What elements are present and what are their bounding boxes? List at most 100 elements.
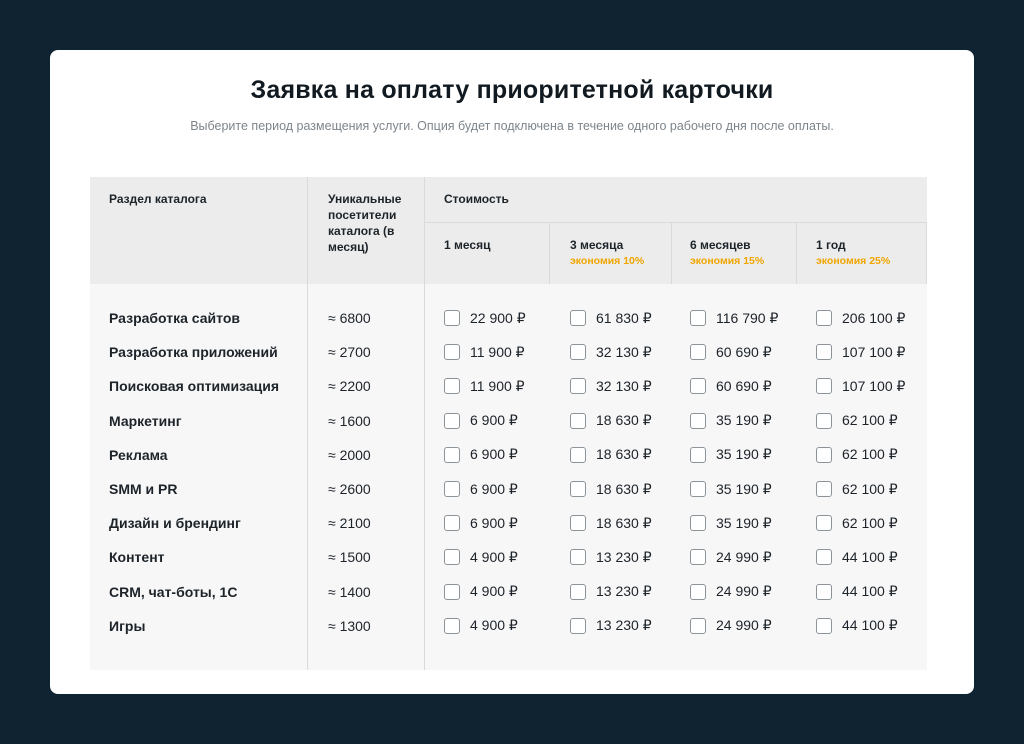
price-option[interactable]: 13 230 ₽ <box>570 609 652 643</box>
price-checkbox[interactable] <box>444 412 460 429</box>
price-checkbox[interactable] <box>444 549 460 566</box>
price-value: 24 990 ₽ <box>716 548 772 565</box>
price-option[interactable]: 4 900 ₽ <box>444 575 518 609</box>
category-name: Разработка приложений <box>109 344 278 361</box>
price-checkbox[interactable] <box>816 515 832 532</box>
price-checkbox[interactable] <box>570 310 586 326</box>
price-checkbox[interactable] <box>690 378 706 395</box>
price-checkbox[interactable] <box>690 583 706 600</box>
price-value: 35 190 ₽ <box>716 412 772 429</box>
category-name: Разработка сайтов <box>109 310 240 326</box>
price-option[interactable]: 6 900 ₽ <box>444 506 518 540</box>
price-value: 11 900 ₽ <box>470 343 525 360</box>
price-option[interactable]: 18 630 ₽ <box>570 472 652 506</box>
price-option[interactable]: 6 900 ₽ <box>444 472 518 506</box>
category-name: Дизайн и брендинг <box>109 515 241 532</box>
price-option[interactable]: 60 690 ₽ <box>690 335 772 369</box>
price-checkbox[interactable] <box>570 412 586 429</box>
price-checkbox[interactable] <box>816 617 832 634</box>
period-header-3m: 3 месяца экономия 10% <box>570 237 644 269</box>
payment-dialog: Заявка на оплату приоритетной карточки В… <box>50 50 974 694</box>
price-value: 35 190 ₽ <box>716 514 772 531</box>
price-checkbox[interactable] <box>570 344 586 361</box>
price-value: 6 900 ₽ <box>470 446 518 463</box>
price-checkbox[interactable] <box>444 481 460 497</box>
price-option[interactable]: 32 130 ₽ <box>570 335 652 369</box>
price-checkbox[interactable] <box>816 412 832 429</box>
price-option[interactable]: 24 990 ₽ <box>690 540 772 574</box>
price-option[interactable]: 62 100 ₽ <box>816 506 898 540</box>
price-option[interactable]: 4 900 ₽ <box>444 540 518 574</box>
price-option[interactable]: 18 630 ₽ <box>570 506 652 540</box>
price-option[interactable]: 11 900 ₽ <box>444 335 525 369</box>
price-option[interactable]: 44 100 ₽ <box>816 609 898 643</box>
price-checkbox[interactable] <box>570 515 586 532</box>
price-option[interactable]: 44 100 ₽ <box>816 540 898 574</box>
price-checkbox[interactable] <box>690 481 706 497</box>
price-checkbox[interactable] <box>690 549 706 566</box>
price-option[interactable]: 4 900 ₽ <box>444 609 518 643</box>
price-checkbox[interactable] <box>570 583 586 600</box>
price-checkbox[interactable] <box>444 617 460 634</box>
category-name: Реклама <box>109 446 168 463</box>
saving-badge: экономия 25% <box>816 255 891 267</box>
price-checkbox[interactable] <box>690 412 706 429</box>
price-option[interactable]: 13 230 ₽ <box>570 540 652 574</box>
price-option[interactable]: 22 900 ₽ <box>444 301 526 335</box>
price-checkbox[interactable] <box>570 481 586 497</box>
price-option[interactable]: 24 990 ₽ <box>690 609 772 643</box>
table-row: SMM и PR ≈ 2600 6 900 ₽ 18 630 ₽ 35 190 ₽ 62 … <box>90 472 927 506</box>
price-option[interactable]: 35 190 ₽ <box>690 438 772 472</box>
price-checkbox[interactable] <box>570 378 586 395</box>
price-option[interactable]: 62 100 ₽ <box>816 472 898 506</box>
price-checkbox[interactable] <box>444 310 460 326</box>
price-option[interactable]: 24 990 ₽ <box>690 575 772 609</box>
price-checkbox[interactable] <box>570 446 586 463</box>
price-checkbox[interactable] <box>444 446 460 463</box>
price-option[interactable]: 60 690 ₽ <box>690 369 772 403</box>
price-option[interactable]: 18 630 ₽ <box>570 404 652 438</box>
price-option[interactable]: 35 190 ₽ <box>690 404 772 438</box>
price-checkbox[interactable] <box>816 481 832 497</box>
price-option[interactable]: 62 100 ₽ <box>816 438 898 472</box>
price-checkbox[interactable] <box>444 378 460 395</box>
price-checkbox[interactable] <box>816 549 832 566</box>
price-checkbox[interactable] <box>690 446 706 463</box>
price-option[interactable]: 35 190 ₽ <box>690 506 772 540</box>
table-row: Поисковая оптимизация ≈ 2200 11 900 ₽ 32 13… <box>90 369 927 403</box>
price-option[interactable]: 206 100 ₽ <box>816 301 905 335</box>
price-option[interactable]: 107 100 ₽ <box>816 335 905 369</box>
price-checkbox[interactable] <box>690 310 706 326</box>
price-option[interactable]: 35 190 ₽ <box>690 472 772 506</box>
price-checkbox[interactable] <box>444 583 460 600</box>
price-option[interactable]: 6 900 ₽ <box>444 438 518 472</box>
price-checkbox[interactable] <box>690 515 706 532</box>
price-option[interactable]: 107 100 ₽ <box>816 369 905 403</box>
price-option[interactable]: 61 830 ₽ <box>570 301 652 335</box>
price-option[interactable]: 11 900 ₽ <box>444 369 525 403</box>
period-header-1m: 1 месяц <box>444 237 490 253</box>
table-row: Разработка приложений ≈ 2700 11 900 ₽ 32 13… <box>90 335 927 369</box>
price-checkbox[interactable] <box>816 446 832 463</box>
price-value: 18 630 ₽ <box>596 514 652 531</box>
price-checkbox[interactable] <box>690 344 706 361</box>
price-checkbox[interactable] <box>444 515 460 532</box>
price-option[interactable]: 116 790 ₽ <box>690 301 778 335</box>
price-option[interactable]: 32 130 ₽ <box>570 369 652 403</box>
price-checkbox[interactable] <box>816 344 832 361</box>
price-checkbox[interactable] <box>690 617 706 634</box>
price-option[interactable]: 13 230 ₽ <box>570 575 652 609</box>
price-option[interactable]: 18 630 ₽ <box>570 438 652 472</box>
price-checkbox[interactable] <box>570 549 586 566</box>
price-value: 24 990 ₽ <box>716 583 772 600</box>
price-checkbox[interactable] <box>816 310 832 326</box>
price-option[interactable]: 6 900 ₽ <box>444 404 518 438</box>
price-option[interactable]: 44 100 ₽ <box>816 575 898 609</box>
price-value: 13 230 ₽ <box>596 583 652 600</box>
price-value: 61 830 ₽ <box>596 309 652 326</box>
price-option[interactable]: 62 100 ₽ <box>816 404 898 438</box>
price-checkbox[interactable] <box>816 583 832 600</box>
price-checkbox[interactable] <box>816 378 832 395</box>
price-checkbox[interactable] <box>570 617 586 634</box>
price-checkbox[interactable] <box>444 344 460 361</box>
